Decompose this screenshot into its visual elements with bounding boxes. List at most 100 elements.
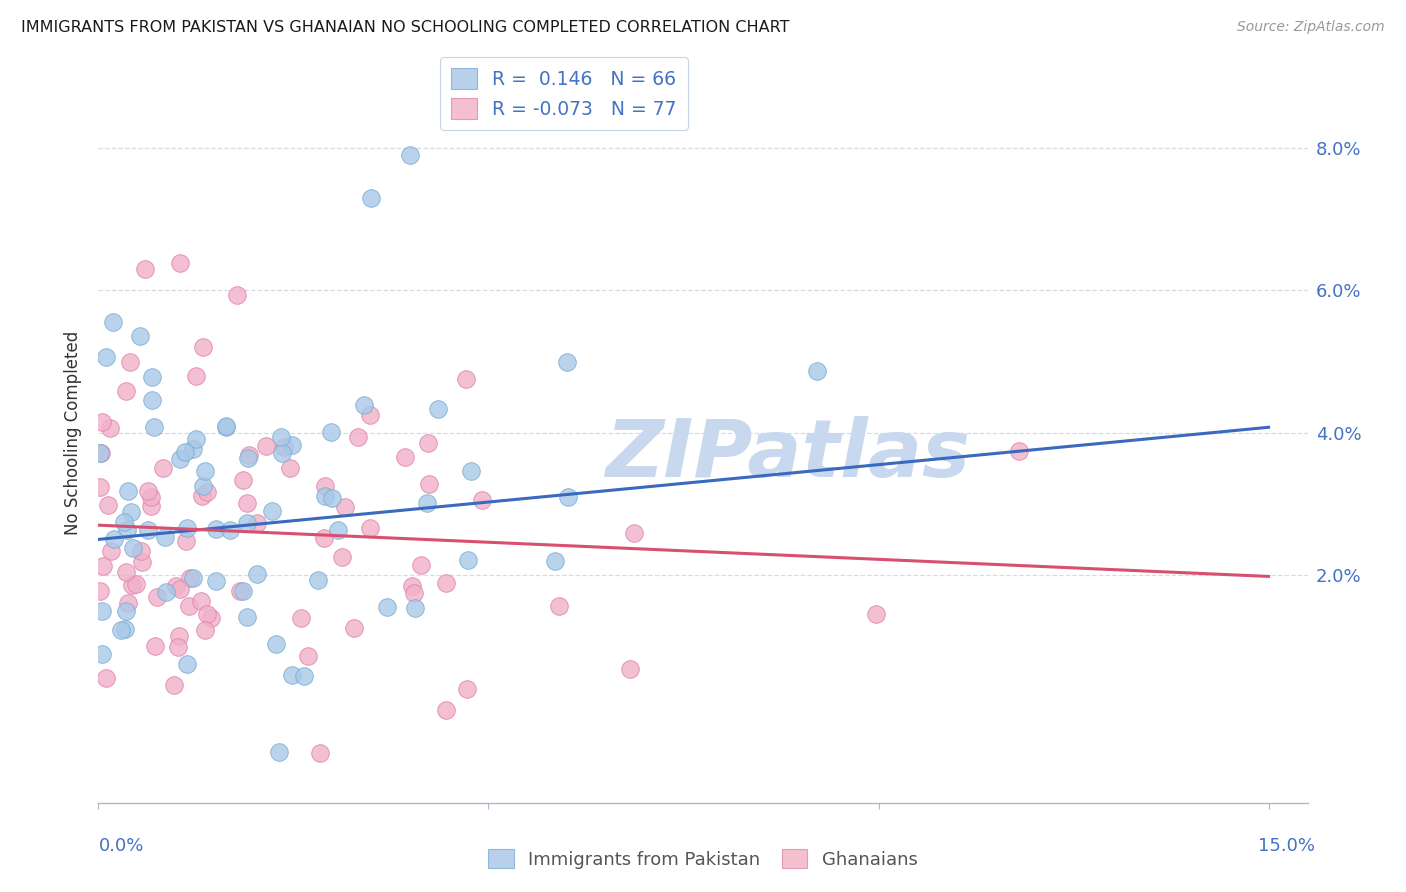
Point bbox=[806, 364, 828, 378]
Point bbox=[115, 565, 138, 579]
Point bbox=[270, 430, 292, 444]
Point bbox=[91, 604, 114, 618]
Point bbox=[94, 350, 117, 364]
Point bbox=[314, 489, 336, 503]
Point bbox=[557, 490, 579, 504]
Point bbox=[195, 607, 218, 621]
Point bbox=[174, 534, 197, 549]
Point bbox=[278, 461, 301, 475]
Text: ZIPatlas: ZIPatlas bbox=[605, 416, 970, 494]
Point bbox=[623, 525, 645, 540]
Point bbox=[115, 523, 138, 537]
Point bbox=[375, 599, 398, 614]
Point bbox=[163, 678, 186, 692]
Point bbox=[112, 515, 135, 529]
Point bbox=[179, 571, 201, 585]
Point bbox=[195, 484, 218, 499]
Point bbox=[118, 354, 141, 368]
Point bbox=[326, 523, 349, 537]
Point bbox=[122, 541, 145, 555]
Point bbox=[267, 745, 290, 759]
Point bbox=[394, 450, 416, 464]
Point bbox=[619, 662, 641, 676]
Point bbox=[404, 601, 426, 615]
Point bbox=[167, 640, 190, 654]
Point bbox=[343, 621, 366, 635]
Point bbox=[360, 191, 382, 205]
Point bbox=[89, 583, 111, 598]
Point bbox=[131, 555, 153, 569]
Point bbox=[330, 549, 353, 564]
Point bbox=[131, 543, 153, 558]
Point bbox=[146, 590, 169, 604]
Point bbox=[125, 576, 148, 591]
Point bbox=[264, 637, 287, 651]
Point bbox=[456, 372, 478, 386]
Point bbox=[321, 425, 343, 439]
Legend: Immigrants from Pakistan, Ghanaians: Immigrants from Pakistan, Ghanaians bbox=[481, 841, 925, 876]
Point bbox=[314, 479, 336, 493]
Point bbox=[865, 607, 887, 621]
Point bbox=[89, 446, 111, 460]
Point bbox=[418, 477, 440, 491]
Point bbox=[471, 492, 494, 507]
Point bbox=[281, 438, 304, 452]
Point bbox=[110, 623, 132, 637]
Point bbox=[141, 369, 163, 384]
Point bbox=[169, 256, 191, 270]
Text: 0.0%: 0.0% bbox=[98, 837, 143, 855]
Point bbox=[333, 500, 356, 515]
Y-axis label: No Schooling Completed: No Schooling Completed bbox=[65, 331, 83, 534]
Point bbox=[321, 491, 343, 506]
Point bbox=[232, 473, 254, 487]
Point bbox=[402, 586, 425, 600]
Point bbox=[236, 516, 259, 530]
Point bbox=[136, 484, 159, 499]
Text: Source: ZipAtlas.com: Source: ZipAtlas.com bbox=[1237, 20, 1385, 34]
Point bbox=[191, 489, 214, 503]
Point bbox=[183, 442, 205, 456]
Point bbox=[184, 369, 207, 384]
Point bbox=[359, 521, 381, 535]
Point bbox=[359, 409, 381, 423]
Point bbox=[169, 452, 191, 467]
Point bbox=[194, 464, 217, 478]
Point bbox=[115, 384, 138, 399]
Point bbox=[153, 530, 176, 544]
Point bbox=[236, 496, 259, 510]
Point bbox=[236, 609, 259, 624]
Point bbox=[139, 491, 162, 505]
Point bbox=[100, 544, 122, 558]
Point bbox=[121, 578, 143, 592]
Point bbox=[353, 398, 375, 412]
Text: 15.0%: 15.0% bbox=[1257, 837, 1315, 855]
Point bbox=[555, 355, 578, 369]
Point bbox=[460, 464, 482, 478]
Point bbox=[184, 432, 207, 446]
Point bbox=[165, 579, 187, 593]
Point bbox=[544, 554, 567, 568]
Point bbox=[307, 574, 329, 588]
Point bbox=[176, 521, 198, 535]
Point bbox=[214, 420, 236, 434]
Point bbox=[229, 583, 252, 598]
Point bbox=[260, 504, 283, 518]
Legend: R =  0.146   N = 66, R = -0.073   N = 77: R = 0.146 N = 66, R = -0.073 N = 77 bbox=[440, 57, 688, 130]
Point bbox=[434, 575, 457, 590]
Point bbox=[117, 597, 139, 611]
Point bbox=[193, 341, 215, 355]
Point bbox=[98, 421, 121, 435]
Point bbox=[416, 496, 439, 510]
Point bbox=[427, 402, 450, 417]
Point bbox=[205, 574, 228, 588]
Point bbox=[103, 532, 125, 546]
Point bbox=[173, 445, 195, 459]
Point bbox=[232, 583, 254, 598]
Point bbox=[90, 446, 112, 460]
Point bbox=[226, 288, 249, 302]
Point bbox=[309, 746, 332, 760]
Point bbox=[152, 461, 174, 475]
Point bbox=[181, 571, 204, 585]
Point bbox=[312, 531, 335, 545]
Point bbox=[246, 516, 269, 530]
